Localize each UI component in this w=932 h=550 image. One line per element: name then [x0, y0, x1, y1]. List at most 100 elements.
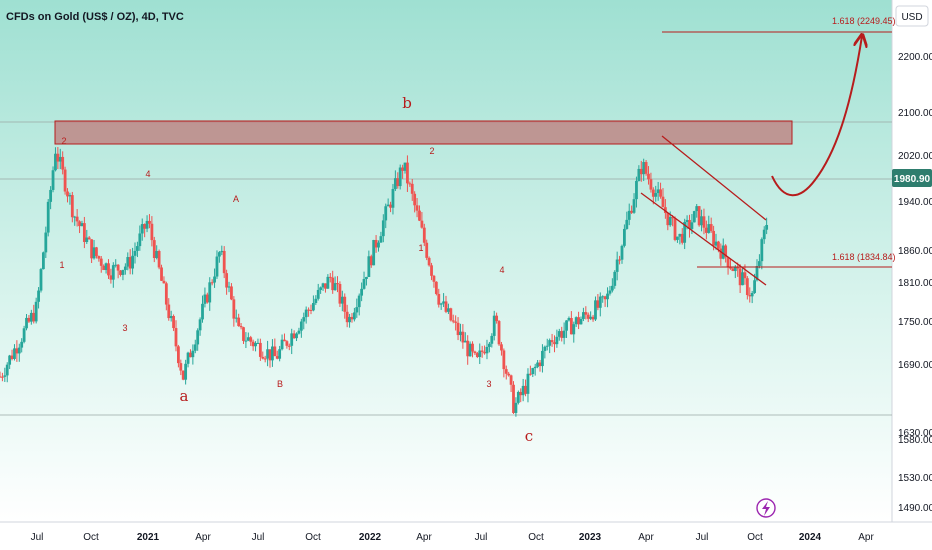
candle-body	[121, 269, 125, 275]
candle-body	[225, 273, 229, 288]
candle-body	[369, 256, 373, 266]
candle-body	[184, 363, 188, 380]
price-tick: 2100.00	[898, 108, 932, 119]
price-tick: 1750.00	[898, 317, 932, 328]
candle-body	[577, 317, 580, 325]
candle-body	[266, 349, 269, 359]
candle-body	[51, 170, 55, 190]
time-tick: 2021	[137, 532, 160, 543]
candle-body	[68, 195, 72, 197]
candle-body	[34, 301, 38, 322]
channel-upper-line[interactable]	[661, 135, 767, 221]
candle-body	[179, 363, 183, 371]
price-tick: 1860.00	[898, 246, 932, 257]
time-tick: 2022	[359, 532, 382, 543]
candle-body	[172, 316, 175, 329]
candle-body	[427, 257, 431, 266]
price-tick: 1810.00	[898, 278, 932, 289]
candle-body	[651, 189, 655, 197]
candle-body	[75, 216, 79, 222]
wave-label: 1	[418, 243, 423, 253]
candle-body	[222, 250, 226, 274]
candle-body	[627, 210, 631, 220]
lightning-icon[interactable]	[756, 498, 776, 518]
candle-body	[73, 216, 77, 218]
wave-label: 4	[145, 169, 150, 179]
candle-body	[729, 267, 732, 269]
candle-body	[0, 376, 2, 378]
candle-body	[268, 349, 272, 361]
candle-body	[589, 316, 593, 319]
candle-body	[54, 153, 57, 171]
candle-body	[731, 268, 735, 272]
projection-curve[interactable]	[771, 36, 862, 197]
candle-body	[456, 322, 460, 336]
candle-body	[726, 257, 730, 268]
channel-lower-line[interactable]	[640, 192, 767, 286]
candle-body	[61, 156, 65, 170]
candle-body	[316, 289, 320, 299]
candle-body	[562, 330, 566, 338]
wave-label: 1	[59, 260, 64, 270]
candle-body	[169, 316, 173, 319]
candle-body	[287, 345, 291, 347]
candle-body	[495, 315, 499, 322]
candle-body	[610, 285, 614, 291]
candle-body	[712, 230, 715, 246]
candle-body	[420, 220, 424, 228]
candle-body	[27, 317, 31, 322]
candle-body	[164, 283, 168, 305]
candle-body	[709, 224, 713, 231]
candle-body	[413, 193, 417, 206]
time-axis-background	[0, 522, 932, 550]
candle-body	[205, 294, 209, 303]
resistance-zone[interactable]	[54, 120, 793, 145]
candle-body	[459, 331, 462, 336]
candle-body	[123, 266, 127, 270]
time-tick: Jul	[252, 532, 265, 543]
candle-body	[512, 384, 515, 413]
candle-body	[582, 312, 585, 319]
candle-body	[647, 173, 650, 180]
candle-body	[538, 362, 542, 367]
candle-body	[80, 223, 84, 227]
time-tick: Oct	[747, 532, 763, 543]
candle-body	[114, 264, 118, 266]
candle-body	[338, 283, 342, 304]
candle-body	[389, 204, 392, 208]
candle-body	[521, 385, 525, 396]
current-price-badge[interactable]	[892, 169, 932, 187]
candle-body	[167, 304, 171, 319]
candle-body	[702, 216, 706, 228]
time-tick: Jul	[696, 532, 709, 543]
candle-body	[102, 265, 106, 271]
candle-body	[107, 263, 110, 276]
candle-body	[398, 167, 402, 187]
candle-body	[545, 345, 549, 347]
candle-body	[502, 350, 506, 370]
candle-body	[516, 391, 520, 403]
candle-body	[543, 346, 547, 351]
candle-body	[256, 342, 260, 344]
candle-body	[676, 236, 679, 240]
candle-body	[336, 283, 339, 285]
candle-body	[355, 307, 359, 313]
candle-body	[350, 316, 354, 320]
candle-body	[109, 275, 113, 280]
candle-body	[490, 335, 494, 344]
candle-body	[82, 223, 86, 242]
candle-body	[475, 353, 479, 358]
currency-badge[interactable]	[895, 5, 929, 27]
candle-body	[162, 280, 166, 284]
candle-body	[536, 362, 540, 367]
price-tick: 1530.00	[898, 473, 932, 484]
candle-body	[295, 333, 298, 339]
candle-body	[704, 227, 708, 233]
candle-body	[196, 330, 200, 345]
candle-body	[748, 295, 752, 297]
candle-body	[717, 241, 720, 249]
candle-body	[557, 331, 561, 337]
candle-body	[174, 328, 178, 347]
candle-body	[37, 290, 40, 302]
